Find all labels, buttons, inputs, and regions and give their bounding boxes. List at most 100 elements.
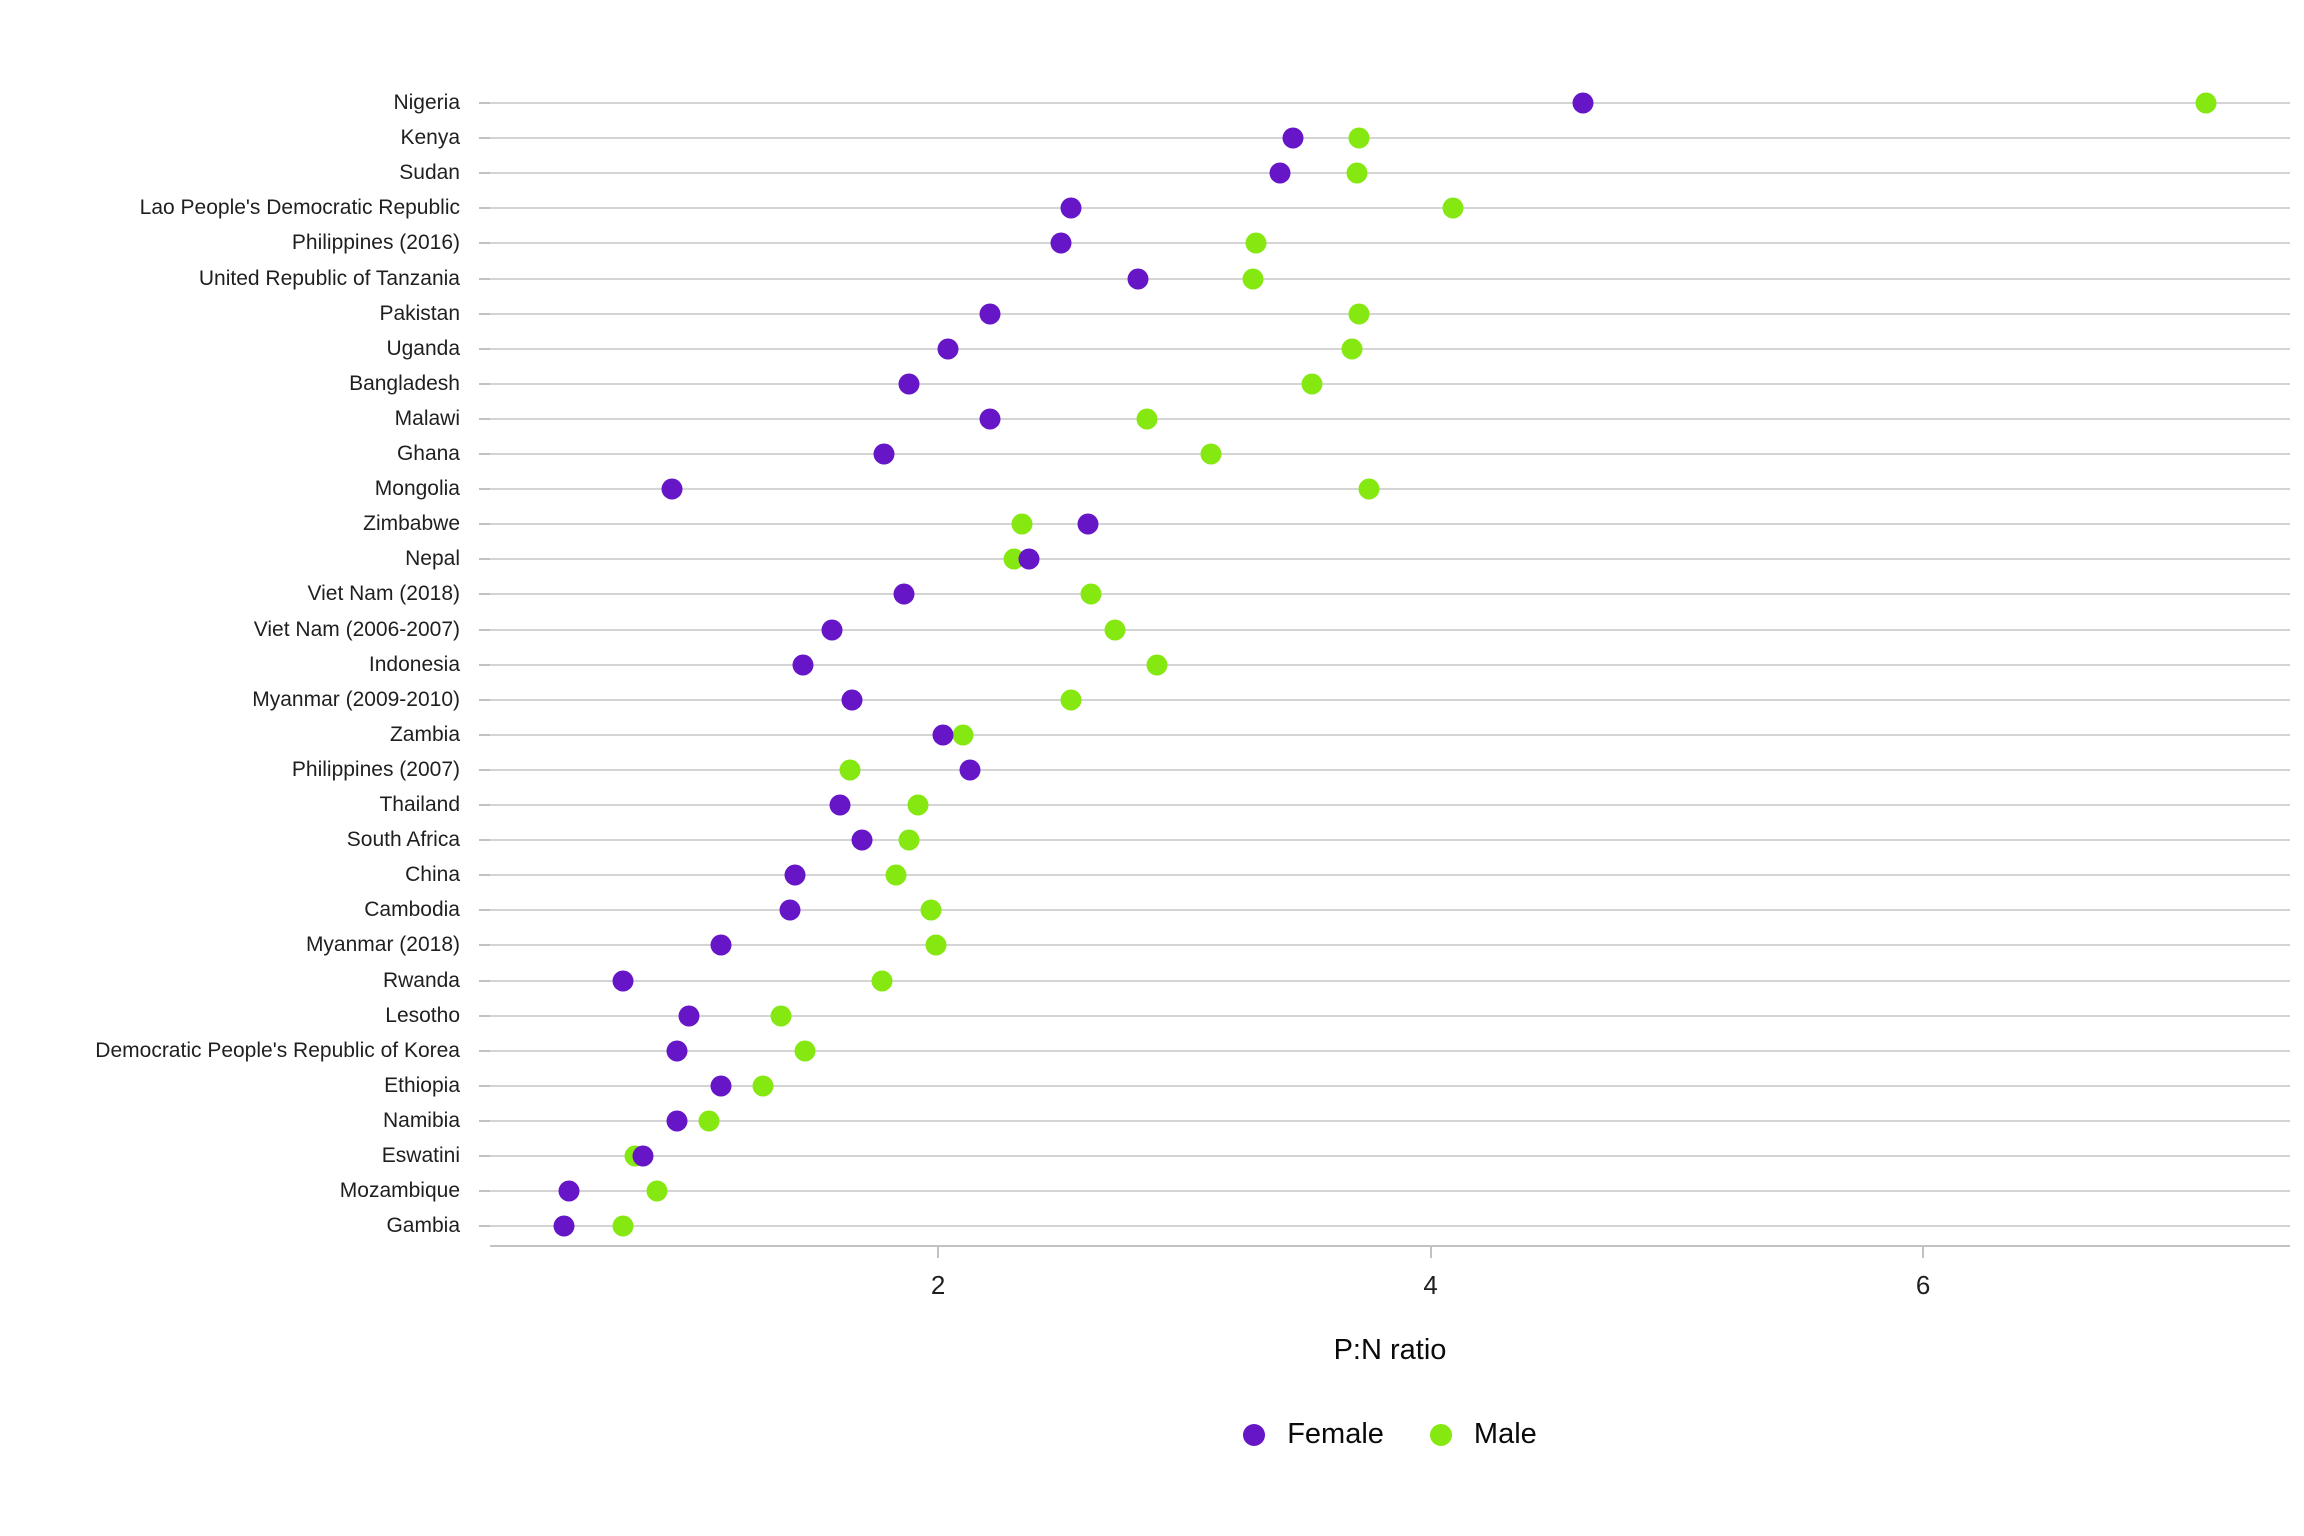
x-axis-tick-label: 2 xyxy=(930,1270,946,1300)
data-point-female xyxy=(979,408,1001,430)
data-point-female xyxy=(1572,92,1594,114)
data-point-female xyxy=(553,1215,575,1237)
gridline xyxy=(490,488,2290,491)
y-axis-tick xyxy=(479,1155,490,1157)
data-point-male xyxy=(1442,197,1464,219)
gridline xyxy=(490,347,2290,350)
category-label: Ghana xyxy=(396,442,460,465)
y-axis-tick xyxy=(479,804,490,806)
category-label: Zambia xyxy=(389,722,460,746)
y-axis-tick xyxy=(479,698,490,701)
y-axis-tick xyxy=(479,839,490,842)
gridline xyxy=(490,382,2290,385)
category-label: Sudan xyxy=(399,161,460,185)
data-point-female xyxy=(666,1040,688,1062)
y-axis-tick xyxy=(479,1225,490,1228)
category-label: Namibia xyxy=(382,1108,460,1132)
category-label: Eswatini xyxy=(381,1144,460,1167)
category-label: Pakistan xyxy=(379,301,460,325)
data-point-male xyxy=(1341,338,1363,360)
category-label: Democratic People's Republic of Korea xyxy=(95,1038,460,1062)
data-point-female xyxy=(893,583,915,605)
data-point-female xyxy=(979,303,1001,325)
gridline xyxy=(490,593,2290,596)
gridline xyxy=(490,1190,2290,1193)
legend-label: Male xyxy=(1473,1418,1537,1450)
data-point-male xyxy=(839,759,860,781)
data-point-male xyxy=(1080,583,1102,605)
category-label: Cambodia xyxy=(364,898,460,922)
category-label: South Africa xyxy=(346,828,460,852)
y-axis-tick xyxy=(479,628,490,631)
y-axis-tick xyxy=(479,663,490,666)
data-point-female xyxy=(1269,162,1291,184)
gridline xyxy=(490,417,2290,420)
y-axis-tick xyxy=(479,207,490,210)
x-axis-tick-label: 4 xyxy=(1423,1270,1438,1300)
y-axis-tick xyxy=(479,874,490,877)
x-axis-tick xyxy=(1922,1246,1925,1258)
gridline xyxy=(490,523,2290,526)
category-label: Ethiopia xyxy=(384,1073,460,1097)
gridline xyxy=(490,242,2290,245)
data-point-male xyxy=(885,864,907,886)
x-axis-tick xyxy=(937,1246,940,1258)
data-point-female xyxy=(784,864,806,886)
data-point-female xyxy=(558,1180,580,1202)
data-point-male xyxy=(1011,513,1033,535)
category-label: China xyxy=(405,863,460,887)
y-axis-tick xyxy=(479,488,490,491)
category-label: Zimbabwe xyxy=(363,512,460,536)
category-label: Indonesia xyxy=(368,652,460,676)
data-point-male xyxy=(907,794,929,816)
data-point-male xyxy=(1200,443,1222,465)
data-point-female xyxy=(1018,548,1040,570)
legend-item-female: Female xyxy=(1243,1418,1384,1451)
data-point-male xyxy=(794,1040,816,1062)
data-point-female xyxy=(666,1110,688,1132)
gridline xyxy=(490,804,2290,806)
category-label: Nigeria xyxy=(393,91,460,114)
data-point-female xyxy=(898,373,920,395)
category-label: Rwanda xyxy=(382,968,460,992)
legend-dot-male xyxy=(1429,1423,1452,1446)
category-label: Myanmar (2009-2010) xyxy=(252,687,460,711)
x-axis-tick-label: 6 xyxy=(1915,1270,1931,1300)
category-label: Mozambique xyxy=(339,1179,460,1203)
y-axis-tick xyxy=(479,1119,490,1122)
y-axis-tick xyxy=(479,979,490,982)
category-label: Viet Nam (2006-2007) xyxy=(253,617,460,641)
gridline xyxy=(490,172,2290,175)
data-point-male xyxy=(952,724,974,746)
y-axis-tick xyxy=(479,558,490,561)
category-label: Bangladesh xyxy=(349,371,460,395)
data-point-male xyxy=(1245,232,1267,254)
data-point-female xyxy=(710,1075,732,1097)
gridline xyxy=(490,1119,2290,1122)
y-axis-tick xyxy=(479,1049,490,1052)
gridline xyxy=(490,979,2290,982)
data-point-male xyxy=(920,899,942,921)
data-point-female xyxy=(829,794,851,816)
gridline xyxy=(490,1084,2290,1087)
gridline xyxy=(490,733,2290,736)
y-axis-tick xyxy=(479,909,490,912)
gridline xyxy=(490,909,2290,912)
data-point-male xyxy=(752,1075,774,1097)
data-point-female xyxy=(959,759,981,781)
y-axis-tick xyxy=(479,768,490,771)
data-point-female xyxy=(851,829,873,851)
data-point-male xyxy=(1348,303,1370,325)
data-point-male xyxy=(898,829,920,851)
gridline xyxy=(490,1155,2290,1157)
data-point-male xyxy=(1348,127,1370,149)
gridline xyxy=(490,277,2290,280)
data-point-female xyxy=(1077,513,1099,535)
data-point-female xyxy=(1060,197,1082,219)
y-axis-tick xyxy=(479,137,490,140)
legend: Female Male xyxy=(490,1418,2290,1451)
data-point-female xyxy=(632,1145,654,1167)
data-point-female xyxy=(841,689,863,711)
gridline xyxy=(490,102,2290,104)
